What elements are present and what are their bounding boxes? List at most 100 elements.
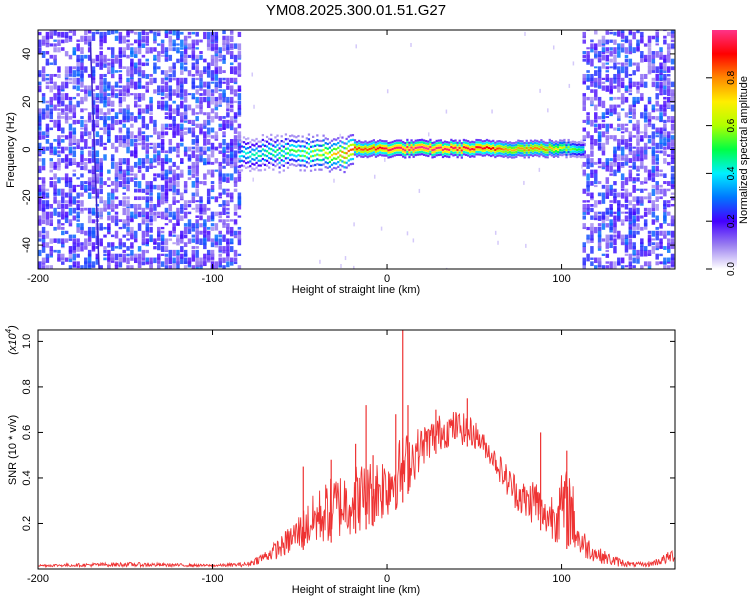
noise-cell <box>210 184 215 190</box>
noise-cell <box>164 85 169 93</box>
signal-cell <box>395 146 399 149</box>
noise-cell <box>130 165 134 173</box>
signal-cell <box>278 171 281 174</box>
noise-cell <box>613 104 617 111</box>
noise-cell <box>222 81 226 84</box>
signal-cell <box>414 142 417 145</box>
noise-cell <box>191 249 196 256</box>
noise-cell <box>203 242 207 250</box>
signal-cell <box>379 146 382 149</box>
noise-cell <box>122 123 126 128</box>
signal-cell <box>364 142 367 145</box>
noise-cell <box>643 131 648 139</box>
signal-cell <box>293 154 296 157</box>
noise-cell <box>61 188 65 197</box>
noise-cell <box>160 51 165 54</box>
noise-cell <box>172 161 176 167</box>
noise-cell <box>233 100 238 103</box>
noise-cell <box>586 131 590 139</box>
noise-cell <box>191 161 196 169</box>
signal-cell <box>577 143 581 146</box>
noise-cell <box>176 261 180 269</box>
signal-cell <box>580 151 583 154</box>
noise-cell <box>157 203 161 208</box>
signal-cell <box>291 153 294 156</box>
noise-cell <box>38 150 42 155</box>
noise-cell <box>597 246 602 251</box>
noise-cell <box>586 165 590 169</box>
signal-cell <box>573 148 577 151</box>
noise-cell <box>620 154 625 159</box>
noise-cell <box>76 70 80 77</box>
signal-cell <box>582 148 585 151</box>
noise-cell <box>666 119 671 123</box>
signal-cell <box>328 151 332 154</box>
noise-cell <box>594 89 598 97</box>
noise-cell <box>226 47 230 55</box>
signal-cell <box>249 169 252 173</box>
noise-cell <box>114 54 119 63</box>
signal-cell <box>347 154 350 157</box>
noise-cell <box>233 142 238 149</box>
noise-cell <box>601 131 606 138</box>
noise-cell <box>647 54 652 63</box>
noise-cell <box>160 211 165 220</box>
signal-cell <box>466 144 470 148</box>
noise-cell <box>157 142 161 149</box>
noise-cell <box>613 85 617 89</box>
signal-cell <box>479 139 482 142</box>
signal-cell <box>569 155 572 158</box>
noise-cell <box>107 81 111 89</box>
noise-cell <box>636 230 640 235</box>
noise-cell <box>49 119 54 123</box>
noise-cell <box>651 230 656 237</box>
signal-cell <box>427 140 430 143</box>
noise-cell <box>206 207 211 211</box>
noise-cell <box>647 207 652 215</box>
noise-cell <box>149 192 153 196</box>
noise-cell <box>176 234 180 243</box>
noise-cell <box>647 200 652 204</box>
noise-cell <box>45 43 50 48</box>
noise-cell <box>153 123 157 132</box>
noise-cell <box>87 158 92 164</box>
signal-cell <box>554 149 558 153</box>
signal-cell <box>422 141 426 145</box>
noise-cell <box>95 31 100 35</box>
noise-cell <box>176 173 180 181</box>
noise-cell <box>663 173 667 178</box>
noise-cell <box>620 146 625 151</box>
noise-cell <box>651 219 656 225</box>
noise-cell <box>214 73 219 81</box>
noise-cell <box>613 154 617 163</box>
noise-cell <box>61 112 65 115</box>
noise-cell <box>659 169 663 173</box>
signal-cell <box>291 158 294 161</box>
noise-cell <box>176 253 180 258</box>
noise-cell <box>91 261 96 268</box>
noise-cell <box>199 127 203 134</box>
signal-cell <box>517 139 520 142</box>
noise-cell <box>609 135 613 140</box>
noise-cell <box>38 47 42 54</box>
signal-cell <box>314 139 317 143</box>
noise-cell <box>61 196 65 204</box>
noise-cell <box>157 150 161 156</box>
signal-cell <box>506 144 510 147</box>
spectrogram-x-tick-label: 100 <box>552 273 570 285</box>
signal-cell <box>500 140 503 143</box>
noise-cell <box>218 173 222 181</box>
signal-cell <box>347 159 350 162</box>
noise-cell <box>636 135 640 143</box>
signal-cell <box>452 149 455 152</box>
signal-cell <box>330 163 334 166</box>
signal-cell <box>247 142 250 145</box>
signal-cell <box>242 155 246 158</box>
noise-cell <box>57 154 61 157</box>
noise-cell <box>118 93 123 97</box>
spectrogram-ylabel: Frequency (Hz) <box>5 112 17 188</box>
noise-cell <box>149 181 153 189</box>
noise-cell <box>45 138 50 144</box>
noise-cell <box>176 142 180 149</box>
signal-cell <box>345 152 348 155</box>
